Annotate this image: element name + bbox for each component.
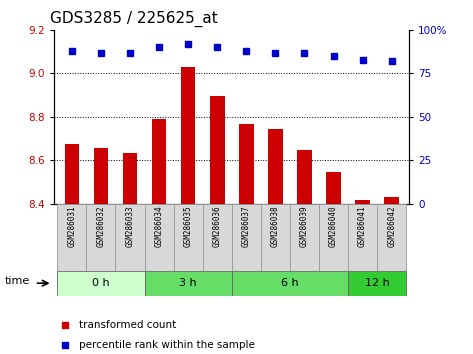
Bar <box>385 197 399 204</box>
Text: GSM286040: GSM286040 <box>329 206 338 247</box>
Bar <box>297 150 312 204</box>
Text: percentile rank within the sample: percentile rank within the sample <box>79 340 255 350</box>
Text: 0 h: 0 h <box>92 278 110 288</box>
Text: GSM286042: GSM286042 <box>387 206 396 247</box>
Bar <box>377 204 406 271</box>
Bar <box>326 172 341 204</box>
Text: transformed count: transformed count <box>79 320 176 330</box>
Text: GSM286031: GSM286031 <box>67 206 76 247</box>
Bar <box>348 204 377 271</box>
Text: time: time <box>5 276 30 286</box>
Bar <box>174 204 203 271</box>
Bar <box>232 204 261 271</box>
Bar <box>348 271 406 296</box>
Bar <box>65 144 79 204</box>
Bar <box>57 271 145 296</box>
Bar <box>123 153 137 204</box>
Bar <box>268 129 283 204</box>
Text: GSM286038: GSM286038 <box>271 206 280 247</box>
Text: 3 h: 3 h <box>179 278 197 288</box>
Bar <box>319 204 348 271</box>
Text: 12 h: 12 h <box>365 278 390 288</box>
Text: GSM286034: GSM286034 <box>155 206 164 247</box>
Bar <box>115 204 145 271</box>
Bar <box>181 67 195 204</box>
Text: GSM286041: GSM286041 <box>358 206 367 247</box>
Bar <box>152 119 166 204</box>
Text: GSM286039: GSM286039 <box>300 206 309 247</box>
Bar <box>290 204 319 271</box>
Text: 6 h: 6 h <box>281 278 299 288</box>
Bar <box>210 96 225 204</box>
Bar <box>145 271 232 296</box>
Bar <box>94 148 108 204</box>
Bar <box>232 271 348 296</box>
Bar <box>239 124 254 204</box>
Bar <box>355 200 370 204</box>
Text: GSM286036: GSM286036 <box>213 206 222 247</box>
Text: GSM286033: GSM286033 <box>125 206 134 247</box>
Bar <box>87 204 115 271</box>
Bar <box>57 204 87 271</box>
Bar <box>203 204 232 271</box>
Text: GSM286032: GSM286032 <box>96 206 105 247</box>
Text: GSM286035: GSM286035 <box>184 206 193 247</box>
Bar <box>261 204 290 271</box>
Text: GSM286037: GSM286037 <box>242 206 251 247</box>
Text: GDS3285 / 225625_at: GDS3285 / 225625_at <box>50 11 218 27</box>
Bar <box>145 204 174 271</box>
